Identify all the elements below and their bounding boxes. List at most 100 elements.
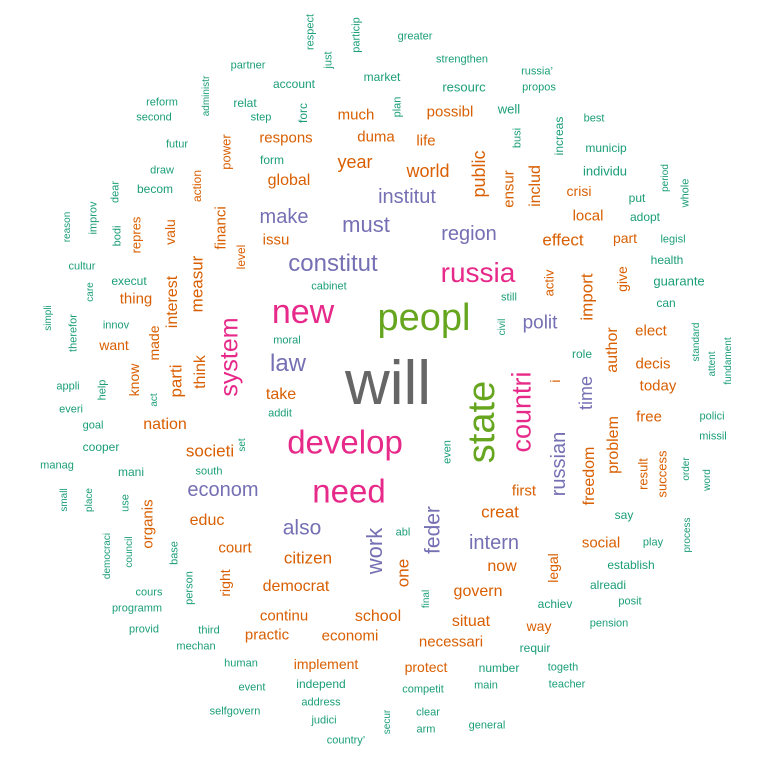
word-event: event (238, 681, 266, 694)
word-duma: duma (357, 128, 395, 146)
word-innov: innov (102, 319, 130, 332)
word-competit: competit (402, 683, 444, 696)
word-plan: plan (391, 96, 404, 118)
word-freedom: freedom (581, 446, 598, 506)
word-account: account (272, 77, 316, 91)
word-intern: intern (468, 532, 520, 554)
word-free: free (636, 408, 662, 426)
word-togeth: togeth (547, 661, 579, 674)
word-goal: goal (82, 419, 104, 432)
word-elect: elect (635, 322, 667, 340)
word-feder: feder (421, 506, 445, 554)
word-still: still (501, 291, 517, 304)
word-addit: addit (268, 407, 292, 420)
word-role: role (571, 347, 593, 361)
word-cultur: cultur (68, 260, 96, 273)
word-word: word (702, 469, 713, 491)
word-import: import (577, 273, 597, 321)
word-administr: administr (201, 75, 212, 117)
word-also: also (282, 516, 322, 540)
word-establish: establish (607, 558, 655, 572)
word-place: place (84, 488, 95, 512)
word-put: put (628, 191, 646, 205)
word-organis: organis (139, 499, 157, 549)
word-life: life (416, 132, 436, 150)
word-just: just (322, 51, 335, 69)
word-small: small (59, 488, 70, 512)
word-particip: particip (350, 17, 363, 53)
word-one: one (393, 558, 413, 588)
word-bodi: bodi (111, 225, 124, 247)
word-programm: programm (111, 602, 163, 615)
word-execut: execut (111, 274, 147, 288)
word-appli: appli (56, 380, 80, 393)
word-abl: abl (395, 526, 411, 539)
word-time: time (576, 375, 596, 411)
word-missil: missil (699, 430, 727, 443)
word-address: address (301, 696, 341, 709)
word-cabinet: cabinet (311, 280, 347, 293)
word-municip: municip (585, 141, 627, 155)
word-polici: polici (699, 410, 725, 423)
word-respect: respect (304, 13, 317, 51)
word-want: want (99, 337, 129, 353)
word-public: public (469, 150, 489, 198)
word-provid: provid (129, 623, 159, 636)
word-economi: economi (321, 627, 379, 645)
word-everi: everi (59, 403, 83, 416)
word-includ: includ (527, 165, 544, 207)
word-selfgovern: selfgovern (209, 705, 261, 718)
word-will: will (344, 349, 432, 418)
word-law: law (269, 350, 307, 377)
word-final: final (421, 589, 432, 609)
word-region: region (441, 223, 497, 245)
word-council: council (124, 536, 135, 568)
word-whole: whole (679, 178, 692, 208)
word-thing: thing (119, 290, 153, 308)
word-pension: pension (589, 617, 629, 630)
word-constitut: constitut (288, 250, 378, 277)
word-interest: interest (164, 275, 181, 329)
word-ensur: ensur (500, 170, 518, 208)
word-moral: moral (273, 334, 301, 347)
word-futur: futur (165, 138, 189, 151)
word-therefor: therefor (67, 314, 80, 352)
word-arm: arm (416, 723, 436, 736)
word-much: much (337, 106, 375, 124)
word-need: need (312, 472, 386, 510)
word-right: right (217, 569, 233, 597)
word-judici: judici (311, 714, 337, 727)
word-civil: civil (497, 318, 508, 336)
word-independ: independ (296, 677, 346, 691)
word-country: country’ (326, 734, 366, 747)
word-even: even (441, 440, 454, 464)
word-dear: dear (109, 180, 122, 204)
word-best: best (583, 112, 605, 125)
word-court: court (218, 539, 252, 557)
word-act: act (149, 393, 160, 407)
word-clear: clear (416, 706, 440, 719)
word-polit: polit (522, 312, 558, 334)
word-draw: draw (150, 164, 174, 177)
word-social: social (581, 534, 621, 552)
word-citizen: citizen (283, 548, 333, 568)
word-mani: mani (117, 465, 145, 479)
word-crisi: crisi (566, 183, 592, 199)
word-way: way (526, 618, 552, 634)
word-process: process (682, 517, 693, 553)
word-possibl: possibl (426, 103, 474, 121)
word-second: second (136, 111, 172, 124)
word-educ: educ (189, 512, 225, 529)
word-think: think (192, 355, 209, 389)
word-societi: societi (185, 441, 235, 461)
word-democraci: democraci (102, 532, 113, 580)
word-set: set (237, 438, 248, 452)
word-guarante: guarante (653, 273, 705, 289)
word-part: part (612, 230, 638, 246)
word-posit: posit (618, 595, 642, 608)
word-valu: valu (162, 219, 178, 245)
word-period: period (660, 164, 671, 192)
word-peopl: peopl (377, 297, 471, 339)
word-repres: repres (128, 216, 144, 254)
word-now: now (487, 558, 517, 575)
